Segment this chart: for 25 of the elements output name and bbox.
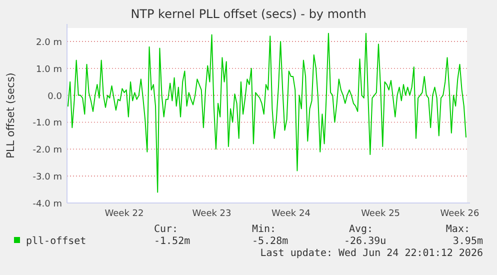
- text: Min:: [252, 224, 276, 235]
- text: Max:: [446, 224, 470, 235]
- y-tick-label: 0.0: [48, 92, 62, 102]
- text: Last update: Wed Jun 24 22:01:12 2026: [260, 248, 483, 259]
- y-tick-label: -1.0 m: [32, 118, 62, 129]
- x-tick-label: Week 24: [271, 209, 311, 219]
- text: 3.95m: [452, 236, 483, 247]
- text: -1.52m: [154, 236, 190, 247]
- text: -5.28m: [252, 236, 288, 247]
- y-tick-label: -2.0 m: [32, 146, 62, 156]
- y-tick-label: -3.0 m: [32, 172, 62, 183]
- x-tick-label: Week 23: [192, 209, 232, 219]
- text: Cur:: [154, 224, 178, 235]
- text: Avg:: [349, 224, 374, 235]
- y-axis-title: PLL offset (secs): [5, 72, 17, 158]
- y-tick-label: 2.0 m: [36, 38, 62, 48]
- x-tick-label: Week 25: [361, 209, 400, 219]
- x-tick-label: Week 26: [440, 209, 480, 219]
- y-tick-label: 1.0 m: [36, 64, 62, 75]
- legend-label: pll-offset: [26, 236, 86, 247]
- chart-title: NTP kernel PLL offset (secs) - by month: [130, 7, 366, 21]
- x-tick-label: Week 22: [104, 209, 144, 219]
- y-tick-label: -4.0 m: [32, 200, 62, 210]
- text: -26.39u: [344, 236, 386, 247]
- line-series: [68, 32, 466, 193]
